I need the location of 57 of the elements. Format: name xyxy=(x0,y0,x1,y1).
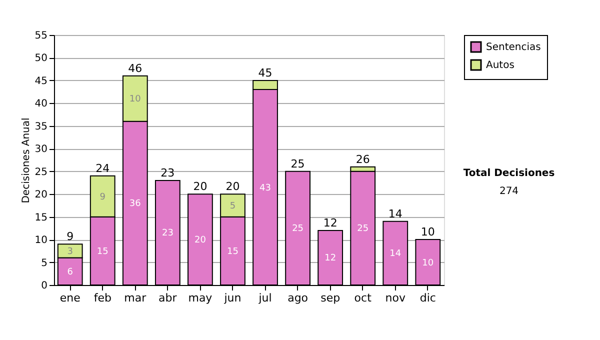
x-tick-label: oct xyxy=(354,292,372,304)
total-label: 12 xyxy=(323,216,338,230)
text: 274 xyxy=(499,186,519,197)
x-tick-label: ago xyxy=(288,292,308,304)
y-tick-label: 40 xyxy=(34,98,48,110)
total-label: 20 xyxy=(226,180,240,194)
x-tick-label: dic xyxy=(420,292,436,304)
total-label: 23 xyxy=(160,166,175,180)
y-tick-label: 45 xyxy=(34,76,48,87)
data-label: 20 xyxy=(194,236,206,246)
data-label: 25 xyxy=(357,224,369,234)
total-label: 9 xyxy=(66,230,74,244)
total-label: 24 xyxy=(96,162,110,175)
legend-label: Sentencias xyxy=(486,42,541,53)
y-tick-label: 30 xyxy=(34,144,48,156)
y-axis-title: Decisiones Anual xyxy=(20,118,32,204)
x-tick-label: jun xyxy=(223,292,242,304)
total-label: 25 xyxy=(290,157,305,170)
y-tick-label: 25 xyxy=(34,166,48,178)
y-tick-label: 0 xyxy=(41,280,48,292)
data-label: 43 xyxy=(260,183,271,194)
x-tick-label: feb xyxy=(94,292,112,304)
y-tick-label: 20 xyxy=(34,190,48,201)
data-label: 15 xyxy=(227,246,238,257)
x-tick-label: mar xyxy=(124,292,147,304)
y-tick-label: 35 xyxy=(34,121,48,132)
total-label: 46 xyxy=(128,62,142,75)
x-tick-label: ene xyxy=(60,292,81,304)
text: Total Decisiones xyxy=(463,168,555,179)
total-label: 14 xyxy=(388,207,402,220)
y-tick-label: 10 xyxy=(34,235,48,246)
y-tick-label: 15 xyxy=(34,212,48,224)
x-tick-label: jul xyxy=(258,292,272,304)
x-tick-label: may xyxy=(188,292,213,304)
total-label: 45 xyxy=(258,66,272,80)
data-label: 23 xyxy=(162,228,174,239)
y-tick-label: 5 xyxy=(41,258,48,269)
data-label: 10 xyxy=(129,94,142,105)
y-tick-label: 50 xyxy=(34,53,48,64)
x-tick-label: sep xyxy=(320,292,340,304)
total-label: 20 xyxy=(193,180,208,194)
data-label: 9 xyxy=(100,192,106,202)
y-tick-label: 55 xyxy=(34,30,48,42)
data-label: 6 xyxy=(67,267,74,278)
data-label: 15 xyxy=(96,246,108,257)
data-label: 3 xyxy=(67,246,73,257)
data-label: 5 xyxy=(230,201,236,212)
total-label: 26 xyxy=(356,152,370,166)
data-label: 10 xyxy=(422,258,434,268)
data-label: 14 xyxy=(390,249,402,260)
data-label: 36 xyxy=(129,199,142,210)
x-tick-label: abr xyxy=(158,292,178,304)
total-label: 10 xyxy=(420,226,435,239)
x-tick-label: nov xyxy=(385,292,406,304)
data-label: 25 xyxy=(292,224,304,234)
data-label: 12 xyxy=(324,254,336,264)
legend-label: Autos xyxy=(486,60,514,71)
